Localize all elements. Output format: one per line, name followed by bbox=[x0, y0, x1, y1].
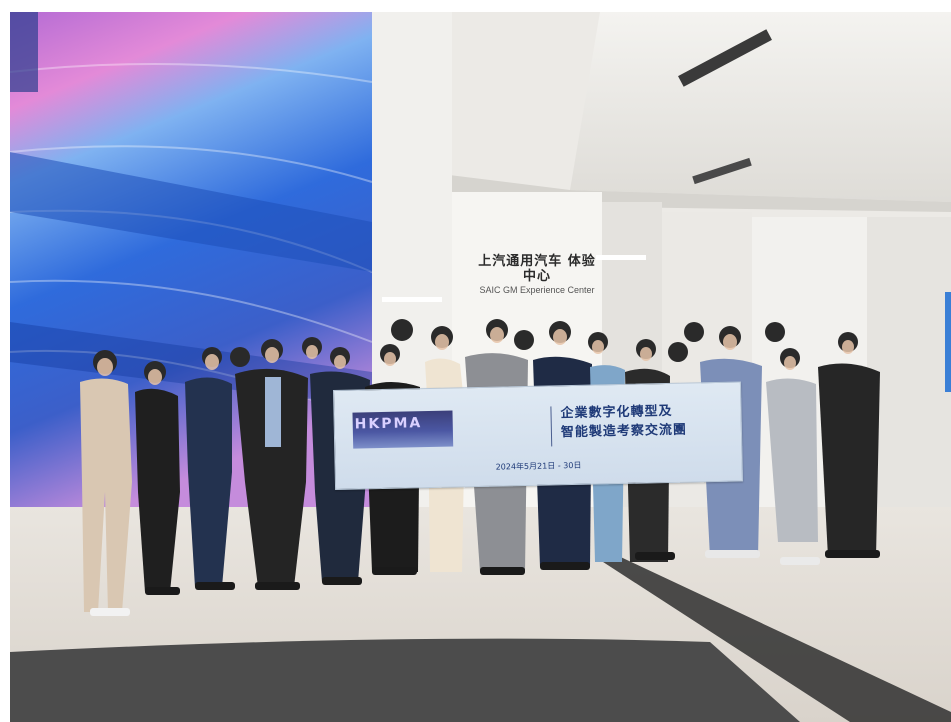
sign-chinese-text: 上汽通用汽车 体验中心 bbox=[478, 254, 596, 284]
logo-text: HKPMA bbox=[354, 415, 423, 433]
experience-center-sign: 上汽通用汽车 体验中心 SAIC GM Experience Center bbox=[472, 254, 602, 295]
banner-title-line2: 智能製造考察交流團 bbox=[560, 422, 688, 441]
photo-scene bbox=[10, 12, 951, 722]
delegation-banner: HKPMA 企業數字化轉型及 智能製造考察交流團 2024年5月21日 - 30… bbox=[333, 381, 744, 490]
group-photo: 上汽通用汽车 体验中心 SAIC GM Experience Center HK… bbox=[10, 12, 951, 722]
banner-date: 2024年5月21日 - 30日 bbox=[495, 460, 582, 472]
banner-divider bbox=[550, 406, 553, 447]
hkpma-logo: HKPMA bbox=[352, 410, 454, 449]
sign-english-text: SAIC GM Experience Center bbox=[479, 284, 595, 295]
banner-title: 企業數字化轉型及 智能製造考察交流團 bbox=[560, 401, 731, 443]
